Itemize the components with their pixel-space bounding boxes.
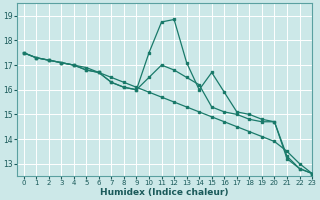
X-axis label: Humidex (Indice chaleur): Humidex (Indice chaleur): [100, 188, 229, 197]
